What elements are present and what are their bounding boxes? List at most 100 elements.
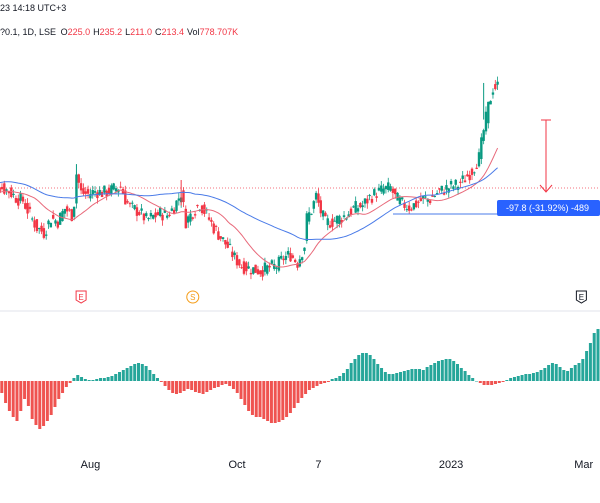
candle-body: [114, 188, 118, 192]
histogram-bar: [193, 381, 197, 392]
histogram-bar: [554, 364, 558, 381]
histogram-bar: [68, 381, 72, 383]
histogram-bar: [357, 355, 361, 381]
histogram-bar: [440, 360, 444, 381]
histogram-bar: [368, 355, 372, 381]
histogram-bar: [311, 381, 315, 388]
ohlc-value-o: 225.0: [67, 27, 91, 37]
candle-body: [186, 216, 190, 223]
candle-body: [128, 203, 132, 205]
histogram-bar: [110, 376, 114, 381]
candle-body: [154, 212, 157, 218]
candle-body: [298, 259, 302, 267]
histogram-bar: [163, 381, 167, 386]
candle-body: [280, 255, 283, 259]
histogram-bar: [414, 369, 418, 381]
candle-body: [5, 189, 8, 191]
measure-label-box: [497, 200, 600, 216]
candle-body: [165, 215, 169, 218]
candle-body: [387, 182, 390, 190]
candle-body: [0, 187, 1, 193]
histogram-bar: [543, 368, 547, 381]
histogram-bar: [148, 370, 152, 381]
candle-body: [135, 207, 139, 216]
candle-body: [361, 205, 364, 208]
histogram-bar: [209, 381, 213, 390]
candle-body: [82, 188, 85, 194]
candle-body: [159, 207, 162, 216]
candle-body: [0, 186, 4, 190]
candle-body: [121, 189, 125, 195]
candle-body: [459, 181, 462, 183]
candle-body: [421, 196, 425, 200]
candle-body: [412, 203, 416, 210]
candle-body: [326, 218, 329, 226]
histogram-bar: [38, 381, 42, 429]
candle-body: [447, 188, 450, 193]
candle-body: [484, 111, 488, 132]
measure-label: -97.8 (-31.92%) -489: [506, 203, 589, 213]
candle-body: [470, 168, 474, 175]
histogram-bar: [520, 375, 524, 381]
histogram-bar: [186, 381, 190, 389]
histogram-bar: [190, 381, 194, 390]
candle-body: [263, 262, 267, 272]
histogram-bar: [493, 381, 497, 384]
histogram-bar: [212, 381, 216, 388]
candle-body: [19, 193, 22, 201]
histogram-bar: [144, 366, 148, 381]
histogram-bar: [76, 375, 80, 381]
histogram-bar: [448, 359, 452, 381]
histogram-bar: [7, 381, 11, 411]
event-marker[interactable]: E: [575, 290, 587, 304]
histogram-bar: [387, 374, 391, 381]
candle-body: [261, 270, 264, 277]
histogram-bar: [585, 351, 589, 381]
candle-body: [494, 84, 497, 90]
candle-body: [454, 179, 457, 185]
histogram-bar: [338, 376, 342, 381]
candle-body: [40, 225, 43, 232]
candle-body: [107, 187, 111, 194]
candle-body: [38, 228, 41, 230]
candle-body: [89, 194, 92, 199]
candle-body: [407, 205, 411, 211]
candle-body: [93, 191, 97, 193]
candle-body: [152, 215, 155, 219]
candle-body: [212, 223, 215, 234]
event-marker[interactable]: E: [75, 290, 87, 304]
event-marker[interactable]: S: [186, 290, 200, 304]
candle-body: [356, 208, 360, 212]
event-marker-shape: [75, 290, 87, 304]
candle-body: [473, 172, 476, 174]
histogram-bar: [402, 371, 406, 381]
event-marker-shape: [186, 290, 200, 304]
candle-body: [419, 197, 423, 201]
histogram-bar: [182, 381, 186, 391]
candle-body: [191, 217, 194, 219]
candle-body: [310, 213, 313, 215]
histogram-bar: [342, 373, 346, 381]
candle-body: [161, 214, 164, 221]
ohlc-label-c: C: [155, 27, 162, 37]
candle-body: [142, 213, 146, 221]
ohlc-value-h: 235.2: [99, 27, 123, 37]
candle-body: [163, 209, 167, 213]
ohlc-label-l: L: [125, 27, 131, 37]
candle-body: [133, 205, 136, 210]
histogram-bar: [490, 381, 494, 385]
histogram-bar: [30, 381, 34, 419]
candle-body: [266, 265, 269, 274]
candle-body: [475, 167, 478, 169]
candle-body: [86, 189, 90, 194]
candle-body: [24, 203, 27, 209]
candle-body: [426, 198, 430, 202]
histogram-bar: [562, 370, 566, 381]
histogram-bar: [137, 363, 141, 381]
histogram-bar: [254, 381, 258, 417]
histogram-bar: [42, 381, 46, 426]
moving-average-slow: [0, 167, 498, 240]
histogram-bar: [11, 381, 15, 417]
histogram-bar: [80, 377, 84, 381]
